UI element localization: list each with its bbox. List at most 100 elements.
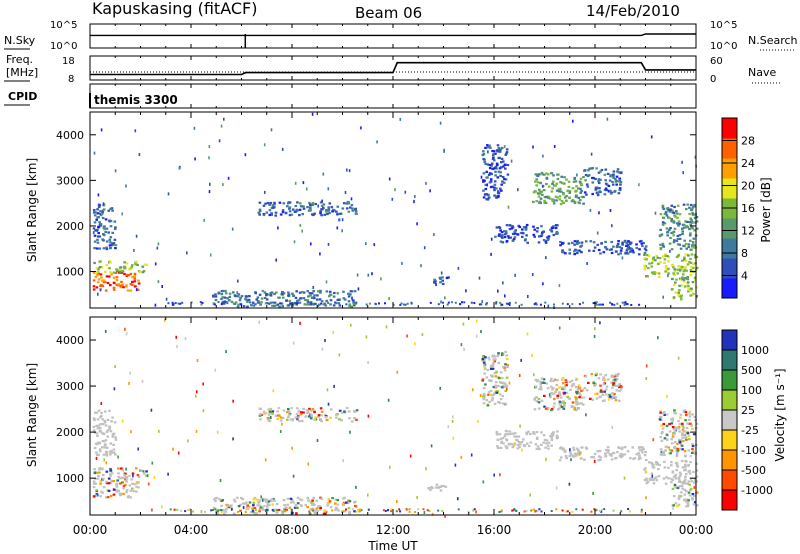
isolated-echo	[486, 183, 488, 187]
scatter-cell	[671, 435, 675, 438]
scatter-cell	[618, 187, 622, 190]
scatter-cell	[322, 203, 326, 206]
scatter-cell	[304, 504, 308, 507]
scatter-cell	[108, 426, 112, 429]
isolated-echo	[138, 153, 141, 156]
isolated-echo	[490, 252, 492, 256]
scatter-cell	[291, 499, 294, 502]
scatter-cell	[309, 303, 313, 306]
scatter-cell	[678, 440, 682, 443]
isolated-echo	[569, 448, 571, 452]
near-range-echo	[322, 303, 325, 306]
scatter-cell	[275, 503, 279, 506]
isolated-echo	[299, 223, 302, 227]
scatter-cell	[579, 191, 582, 194]
scatter-cell	[517, 435, 521, 438]
scatter-cell	[681, 259, 684, 262]
scatter-cell	[482, 179, 485, 182]
near-range-echo	[451, 301, 454, 304]
scatter-cell	[603, 193, 607, 196]
scatter-cell	[96, 441, 100, 444]
power-colorbar-swatch	[722, 238, 737, 259]
scatter-cell	[492, 355, 496, 358]
scatter-cell	[693, 276, 697, 279]
scatter-cell	[691, 493, 695, 496]
scatter-cell	[547, 237, 550, 240]
scatter-cell	[262, 204, 266, 207]
scatter-cell	[504, 402, 508, 405]
near-range-echo	[628, 510, 631, 513]
scatter-cell	[676, 204, 680, 207]
scatter-cell	[97, 474, 100, 477]
cpid-value: themis 3300	[94, 93, 178, 107]
scatter-cell	[105, 240, 109, 243]
scatter-cell	[491, 355, 494, 358]
isolated-echo	[322, 172, 325, 176]
scatter-cell	[670, 464, 673, 467]
scatter-cell	[99, 429, 102, 432]
isolated-echo	[452, 436, 455, 440]
scatter-cell	[111, 242, 114, 245]
scatter-cell	[502, 181, 506, 184]
scatter-cell	[223, 300, 227, 303]
scatter-cell	[623, 453, 627, 456]
scatter-cell	[312, 496, 315, 499]
isolated-echo	[457, 497, 459, 501]
scatter-cell	[682, 270, 686, 273]
scatter-cell	[271, 304, 274, 307]
scatter-cell	[560, 396, 563, 399]
scatter-cell	[101, 418, 105, 421]
scatter-cell	[689, 461, 692, 464]
isolated-echo	[351, 296, 353, 300]
scatter-cell	[500, 183, 503, 186]
scatter-cell	[689, 217, 692, 220]
isolated-echo	[568, 482, 571, 486]
scatter-cell	[626, 243, 630, 246]
scatter-cell	[492, 385, 496, 389]
scatter-cell	[676, 255, 680, 258]
scatter-cell	[539, 385, 543, 388]
scatter-cell	[618, 383, 621, 386]
scatter-cell	[690, 287, 693, 290]
scatter-cell	[306, 506, 309, 509]
scatter-cell	[483, 193, 487, 196]
scatter-cell	[556, 396, 559, 399]
near-range-echo	[368, 302, 371, 305]
isolated-echo	[510, 159, 513, 163]
scatter-cell	[261, 289, 265, 293]
scatter-cell	[665, 269, 669, 272]
scatter-cell	[102, 432, 106, 435]
near-range-echo	[365, 303, 368, 306]
scatter-cell	[674, 502, 678, 505]
isolated-echo	[209, 253, 212, 257]
scatter-cell	[571, 187, 575, 190]
scatter-cell	[279, 213, 283, 216]
scatter-cell	[129, 272, 133, 275]
scatter-cell	[134, 263, 137, 266]
power-colorbar-swatch	[722, 278, 737, 299]
isolated-echo	[218, 139, 221, 143]
scatter-cell	[133, 276, 136, 279]
scatter-cell	[567, 180, 571, 183]
scatter-cell	[287, 294, 290, 297]
scatter-cell	[124, 472, 127, 475]
scatter-cell	[545, 439, 549, 442]
isolated-echo	[338, 353, 341, 357]
scatter-cell	[93, 418, 96, 421]
near-range-echo	[531, 509, 534, 511]
scatter-cell	[673, 283, 676, 287]
scatter-cell	[658, 275, 661, 278]
scatter-cell	[122, 286, 125, 289]
scatter-cell	[582, 195, 585, 199]
scatter-cell	[619, 249, 623, 252]
scatter-cell	[690, 226, 693, 229]
scatter-cell	[524, 228, 528, 231]
scatter-cell	[301, 419, 304, 423]
scatter-cell	[499, 171, 502, 174]
scatter-cell	[504, 230, 508, 233]
scatter-cell	[307, 295, 310, 298]
scatter-cell	[109, 241, 112, 244]
velocity-colorbar-swatch	[722, 330, 737, 351]
scatter-cell	[662, 477, 666, 480]
